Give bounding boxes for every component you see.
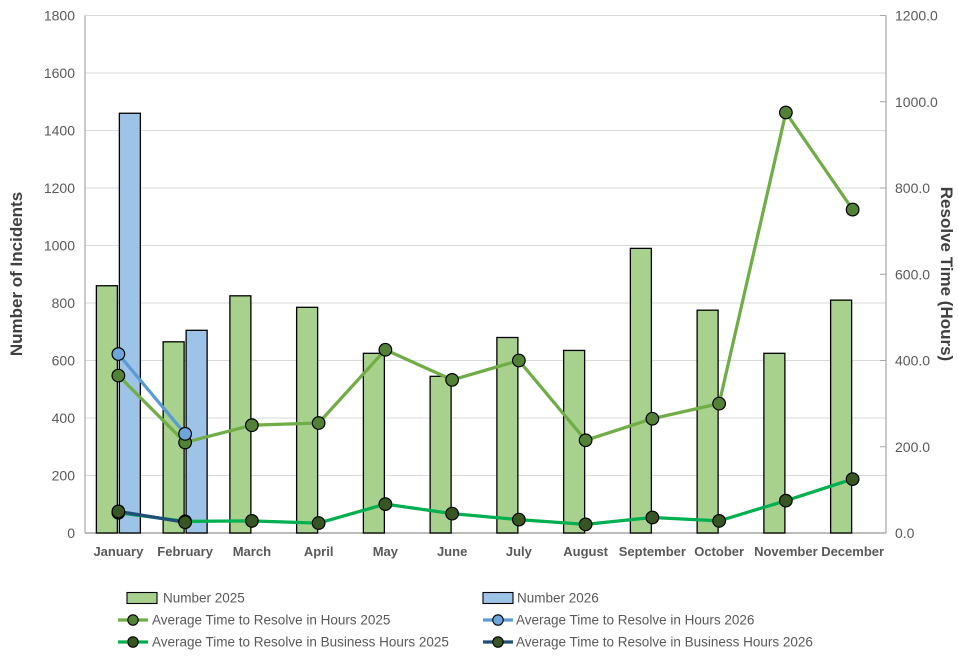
marker-average-time-to-resolve-in-hours-2025-june xyxy=(445,373,460,387)
left-axis-tick-label: 800 xyxy=(52,295,76,311)
month-label-september: September xyxy=(619,544,686,559)
marker-average-time-to-resolve-in-hours-2025-march xyxy=(244,418,259,433)
marker-average-time-to-resolve-in-business-hours-2026-january xyxy=(111,504,126,519)
left-axis-tick-label: 1800 xyxy=(44,8,75,24)
marker-average-time-to-resolve-in-hours-2025-december xyxy=(845,202,860,217)
legend-marker-average-time-to-resolve-in-hours-2026 xyxy=(492,614,504,626)
right-axis-tick-label: 200.0 xyxy=(895,439,930,455)
marker-average-time-to-resolve-in-business-hours-2025-march xyxy=(244,514,259,528)
marker-average-time-to-resolve-in-hours-2025-april xyxy=(311,416,326,430)
marker-average-time-to-resolve-in-business-hours-2025-october xyxy=(712,514,727,528)
month-label-august: August xyxy=(563,544,608,559)
marker-average-time-to-resolve-in-hours-2025-november xyxy=(778,105,793,120)
month-label-april: April xyxy=(304,544,334,559)
month-label-february: February xyxy=(157,544,213,559)
bars-layer xyxy=(95,112,853,534)
legend-item-average-time-to-resolve-in-hours-2026: Average Time to Resolve in Hours 2026 xyxy=(483,613,754,628)
month-label-october: October xyxy=(694,544,744,559)
line-average-time-to-resolve-in-business-hours-2025 xyxy=(116,477,855,526)
marker-average-time-to-resolve-in-hours-2026-february xyxy=(178,426,193,441)
marker-average-time-to-resolve-in-business-hours-2025-april xyxy=(311,516,326,530)
legend-item-average-time-to-resolve-in-business-hours-2026: Average Time to Resolve in Business Hour… xyxy=(483,635,813,650)
markers-layer xyxy=(111,105,860,532)
month-label-july: July xyxy=(506,544,533,559)
month-label-march: March xyxy=(233,544,271,559)
legend-item-number-2025: Number 2025 xyxy=(126,591,245,606)
axes-layer xyxy=(84,15,887,534)
line-average-time-to-resolve-in-hours-2026 xyxy=(116,352,187,436)
left-axis-tick-label: 0 xyxy=(67,525,75,541)
axis-labels-layer: 0 200 400 600 800 1000 1200 1400 1600 1800 0.0 200.… xyxy=(44,8,938,560)
bar-number-2026-january xyxy=(118,112,142,534)
legend-swatch-number-2025 xyxy=(126,591,158,605)
legend-label: Average Time to Resolve in Hours 2025 xyxy=(152,613,390,628)
bar-number-2025-march xyxy=(229,295,252,534)
lines-layer xyxy=(116,110,855,526)
month-label-june: June xyxy=(437,544,467,559)
marker-average-time-to-resolve-in-hours-2025-july xyxy=(511,353,526,368)
right-axis-tick-label: 1000.0 xyxy=(895,94,938,110)
left-axis-tick-label: 1400 xyxy=(44,123,75,139)
legend-marker-average-time-to-resolve-in-hours-2025 xyxy=(127,614,139,626)
left-axis-tick-label: 1200 xyxy=(44,180,75,196)
legend-swatch-number-2026 xyxy=(482,591,514,605)
bar-number-2025-may xyxy=(362,352,386,534)
marker-average-time-to-resolve-in-business-hours-2025-november xyxy=(778,493,793,508)
legend-label: Number 2026 xyxy=(517,591,599,606)
legend-item-average-time-to-resolve-in-hours-2025: Average Time to Resolve in Hours 2025 xyxy=(118,613,390,628)
month-label-november: November xyxy=(754,544,818,559)
marker-average-time-to-resolve-in-business-hours-2025-december xyxy=(845,472,860,486)
legend-label: Number 2025 xyxy=(163,591,245,606)
marker-average-time-to-resolve-in-hours-2025-august xyxy=(578,433,593,448)
marker-average-time-to-resolve-in-business-hours-2026-february xyxy=(178,515,193,530)
left-axis-tick-label: 600 xyxy=(52,353,76,369)
legend-label: Average Time to Resolve in Business Hour… xyxy=(152,635,449,650)
left-axis-tick-label: 400 xyxy=(52,410,76,426)
bar-number-2025-october xyxy=(696,309,719,534)
month-label-december: December xyxy=(821,544,884,559)
marker-average-time-to-resolve-in-hours-2026-january xyxy=(111,347,126,361)
right-axis-tick-label: 600.0 xyxy=(895,266,930,282)
marker-average-time-to-resolve-in-hours-2025-january xyxy=(111,368,126,383)
left-axis-tick-label: 1600 xyxy=(44,65,75,81)
legend-marker-average-time-to-resolve-in-business-hours-2025 xyxy=(127,636,139,648)
legend-label: Average Time to Resolve in Hours 2026 xyxy=(516,613,754,628)
bar-number-2025-november xyxy=(763,352,786,534)
bar-number-2025-january xyxy=(95,285,119,534)
left-axis-tick-label: 200 xyxy=(52,468,76,484)
legend-marker-average-time-to-resolve-in-business-hours-2026 xyxy=(492,636,504,648)
legend-item-average-time-to-resolve-in-business-hours-2025: Average Time to Resolve in Business Hour… xyxy=(118,635,449,650)
month-label-january: January xyxy=(93,544,144,559)
marker-average-time-to-resolve-in-hours-2025-september xyxy=(645,411,660,426)
right-axis-tick-label: 400.0 xyxy=(895,353,930,369)
marker-average-time-to-resolve-in-business-hours-2025-september xyxy=(645,510,660,525)
marker-average-time-to-resolve-in-business-hours-2025-august xyxy=(578,517,593,532)
marker-average-time-to-resolve-in-business-hours-2025-may xyxy=(378,497,393,512)
marker-average-time-to-resolve-in-business-hours-2025-june xyxy=(445,506,460,521)
line-average-time-to-resolve-in-hours-2025 xyxy=(116,110,855,445)
bar-number-2025-december xyxy=(829,299,853,534)
right-axis-tick-label: 1200.0 xyxy=(895,8,938,24)
gridlines-layer xyxy=(85,15,886,476)
legend-layer: Number 2025 Average Time to Resolve in Ho… xyxy=(118,591,813,650)
bar-number-2025-july xyxy=(496,336,519,534)
legend-label: Average Time to Resolve in Business Hour… xyxy=(516,635,813,650)
right-axis-tick-label: 800.0 xyxy=(895,180,930,196)
marker-average-time-to-resolve-in-hours-2025-may xyxy=(378,342,393,357)
month-label-may: May xyxy=(373,544,399,559)
right-axis-title: Resolve Time (Hours) xyxy=(937,187,956,361)
bar-number-2025-september xyxy=(629,247,653,534)
left-axis-tick-label: 1000 xyxy=(44,238,75,254)
marker-average-time-to-resolve-in-business-hours-2025-july xyxy=(511,512,526,527)
legend-item-number-2026: Number 2026 xyxy=(482,591,599,606)
left-axis-title: Number of Incidents xyxy=(7,192,26,356)
line-average-time-to-resolve-in-business-hours-2026 xyxy=(116,509,187,524)
right-axis-tick-label: 0.0 xyxy=(895,525,915,541)
marker-average-time-to-resolve-in-hours-2025-october xyxy=(712,396,727,411)
